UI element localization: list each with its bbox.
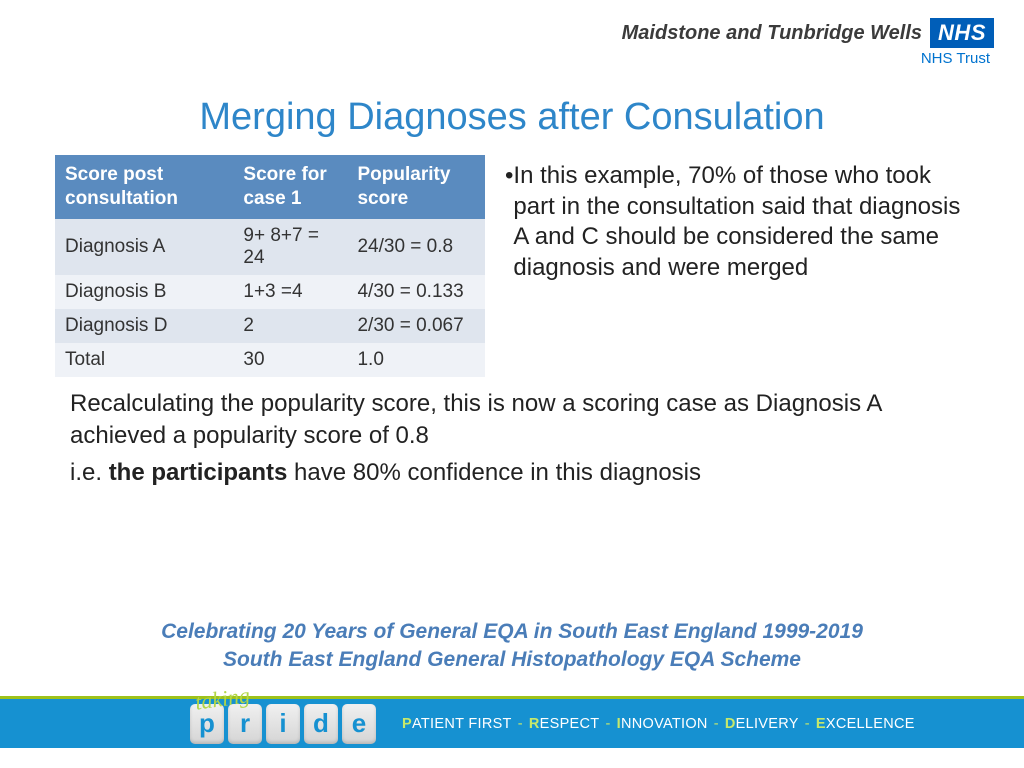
bullet-text: In this example, 70% of those who took p… (513, 161, 969, 284)
trust-name: Maidstone and Tunbridge Wells (622, 22, 922, 45)
celebrate-line1: Celebrating 20 Years of General EQA in S… (0, 618, 1024, 645)
footer-bar: p r i d e PATIENT FIRST - RESPECT - INNO… (0, 696, 1024, 748)
pride-letter: i (266, 704, 300, 744)
content-row: Score post consultation Score for case 1… (55, 155, 969, 377)
table-row: Total 30 1.0 (55, 343, 485, 377)
table-row: Diagnosis D 2 2/30 = 0.067 (55, 309, 485, 343)
bullet-icon: • (505, 161, 513, 284)
below-line2: i.e. the participants have 80% confidenc… (70, 457, 964, 489)
below-line1: Recalculating the popularity score, this… (70, 388, 964, 451)
th-2: Popularity score (347, 155, 485, 219)
celebrate-block: Celebrating 20 Years of General EQA in S… (0, 618, 1024, 673)
celebrate-line2: South East England General Histopatholog… (0, 646, 1024, 673)
bullet-block: • In this example, 70% of those who took… (505, 155, 969, 377)
header-logo: Maidstone and Tunbridge Wells NHS NHS Tr… (622, 18, 994, 67)
table-row: Diagnosis B 1+3 =4 4/30 = 0.133 (55, 275, 485, 309)
slide-title: Merging Diagnoses after Consulation (0, 96, 1024, 139)
table-row: Diagnosis A 9+ 8+7 = 24 24/30 = 0.8 (55, 219, 485, 275)
pride-letter: d (304, 704, 338, 744)
below-text: Recalculating the popularity score, this… (70, 388, 964, 495)
pride-letter: e (342, 704, 376, 744)
table-header-row: Score post consultation Score for case 1… (55, 155, 485, 219)
pride-values: PATIENT FIRST - RESPECT - INNOVATION - D… (402, 716, 915, 732)
nhs-logo: NHS (930, 18, 994, 48)
score-table: Score post consultation Score for case 1… (55, 155, 485, 377)
th-0: Score post consultation (55, 155, 233, 219)
nhs-trust-label: NHS Trust (622, 50, 990, 67)
th-1: Score for case 1 (233, 155, 347, 219)
